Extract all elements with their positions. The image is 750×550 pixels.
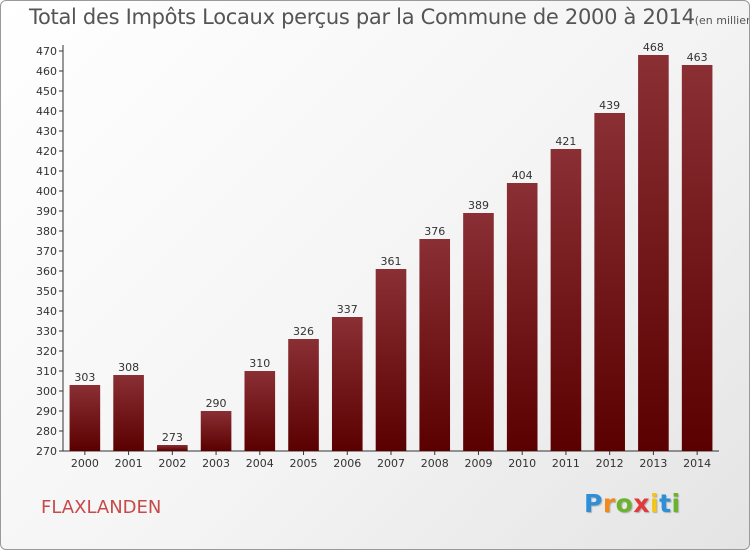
- value-label-2013: 468: [643, 41, 664, 54]
- chart-title: Total des Impôts Locaux perçus par la Co…: [29, 5, 749, 29]
- value-label-2000: 303: [74, 371, 95, 384]
- y-tick-label: 470: [36, 45, 57, 58]
- value-label-2005: 326: [293, 325, 314, 338]
- logo-letter: i: [650, 489, 660, 518]
- proxiti-logo: Proxiti: [584, 489, 681, 518]
- bar-2006: [331, 317, 363, 451]
- y-tick-label: 280: [36, 425, 57, 438]
- y-tick-label: 320: [36, 345, 57, 358]
- x-tick-label-2004: 2004: [246, 457, 274, 470]
- y-tick-label: 340: [36, 305, 57, 318]
- bar-2005: [288, 339, 319, 451]
- y-tick-label: 270: [36, 445, 57, 458]
- y-tick-label: 380: [36, 225, 57, 238]
- bar-2014: [681, 65, 713, 451]
- bar-2004: [244, 371, 276, 451]
- x-tick-label-2008: 2008: [421, 457, 449, 470]
- x-tick-label-2000: 2000: [71, 457, 99, 470]
- value-label-2007: 361: [381, 255, 402, 268]
- logo-letter: o: [615, 489, 634, 518]
- value-label-2012: 439: [599, 99, 620, 112]
- logo-letter: i: [671, 489, 681, 518]
- value-label-2014: 463: [687, 51, 708, 64]
- x-tick-label-2013: 2013: [639, 457, 667, 470]
- value-label-2001: 308: [118, 361, 139, 374]
- bar-2001: [113, 375, 144, 451]
- y-tick-label: 420: [36, 145, 57, 158]
- x-tick-label-2012: 2012: [596, 457, 624, 470]
- x-tick-label-2014: 2014: [683, 457, 711, 470]
- bar-2011: [550, 149, 582, 451]
- x-tick-label-2006: 2006: [333, 457, 361, 470]
- y-tick-label: 450: [36, 85, 57, 98]
- bar-2009: [463, 213, 494, 451]
- value-label-2010: 404: [512, 169, 533, 182]
- logo-letter: x: [633, 489, 650, 518]
- value-label-2006: 337: [337, 303, 358, 316]
- chart-title-text: Total des Impôts Locaux perçus par la Co…: [29, 5, 695, 29]
- x-tick-label-2009: 2009: [464, 457, 492, 470]
- y-tick-label: 430: [36, 125, 57, 138]
- bar-2002: [157, 445, 188, 451]
- logo-letter: P: [584, 489, 603, 518]
- logo-letter: t: [659, 489, 672, 518]
- x-tick-label-2010: 2010: [508, 457, 536, 470]
- bar-2003: [200, 411, 232, 451]
- y-tick-label: 330: [36, 325, 57, 338]
- y-tick-label: 310: [36, 365, 57, 378]
- value-label-2003: 290: [206, 397, 227, 410]
- y-tick-label: 300: [36, 385, 57, 398]
- y-tick-label: 350: [36, 285, 57, 298]
- chart-subtitle: (en milliers d'€): [694, 14, 749, 27]
- x-tick-label-2005: 2005: [290, 457, 318, 470]
- value-label-2002: 273: [162, 431, 183, 444]
- x-tick-label-2002: 2002: [158, 457, 186, 470]
- bar-2013: [638, 55, 669, 451]
- x-tick-label-2011: 2011: [552, 457, 580, 470]
- value-label-2008: 376: [424, 225, 445, 238]
- y-tick-label: 400: [36, 185, 57, 198]
- bar-2008: [419, 239, 451, 451]
- y-tick-label: 360: [36, 265, 57, 278]
- x-tick-label-2007: 2007: [377, 457, 405, 470]
- x-tick-label-2001: 2001: [115, 457, 143, 470]
- y-tick-label: 290: [36, 405, 57, 418]
- y-tick-label: 410: [36, 165, 57, 178]
- bar-2000: [69, 385, 101, 451]
- bar-2010: [506, 183, 538, 451]
- value-label-2009: 389: [468, 199, 489, 212]
- value-label-2004: 310: [249, 357, 270, 370]
- bar-2007: [375, 269, 407, 451]
- y-tick-label: 370: [36, 245, 57, 258]
- y-tick-label: 390: [36, 205, 57, 218]
- y-tick-label: 440: [36, 105, 57, 118]
- commune-name: FLAXLANDEN: [41, 497, 162, 518]
- y-tick-label: 460: [36, 65, 57, 78]
- x-tick-label-2003: 2003: [202, 457, 230, 470]
- logo-letter: r: [602, 489, 616, 518]
- value-label-2011: 421: [555, 135, 576, 148]
- bar-2012: [594, 113, 625, 451]
